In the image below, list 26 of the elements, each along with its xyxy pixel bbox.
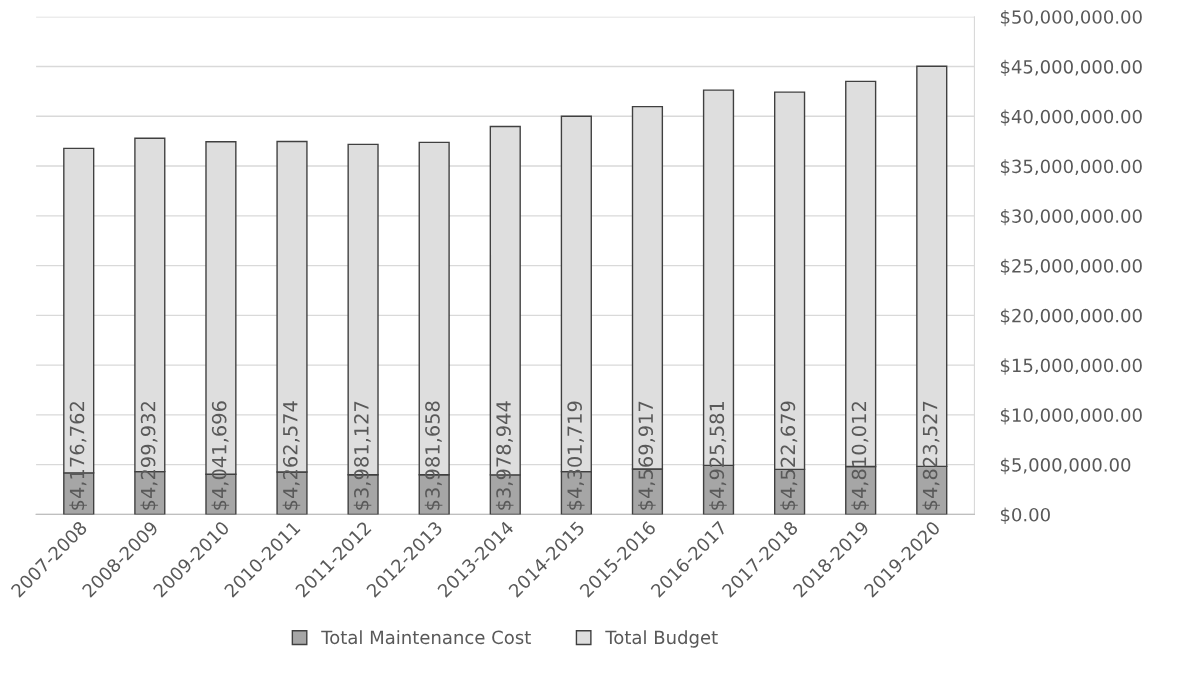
y-tick-label: $20,000,000.00 — [1000, 308, 1142, 325]
data-label: $3,978,944 — [495, 401, 514, 510]
data-label: $4,522,679 — [780, 401, 798, 510]
data-label: $4,301,719 — [566, 401, 585, 510]
y-tick-label: $45,000,000.00 — [1000, 59, 1142, 77]
legend-label: Total Budget — [605, 630, 718, 648]
y-tick-label: $35,000,000.00 — [1000, 159, 1142, 176]
y-tick-label: $15,000,000.00 — [1000, 358, 1142, 375]
legend-label: Total Maintenance Cost — [321, 630, 531, 645]
data-label: $4,262,574 — [282, 401, 301, 510]
data-label: $4,823,527 — [922, 401, 940, 510]
data-label: $4,299,932 — [140, 402, 159, 510]
y-tick-label: $0.00 — [1000, 507, 1050, 524]
data-label: $4,041,696 — [211, 401, 230, 510]
y-tick-label: $40,000,000.00 — [1000, 109, 1142, 126]
y-tick-label: $50,000,000.00 — [1000, 9, 1142, 27]
y-tick-label: $30,000,000.00 — [1000, 208, 1142, 226]
y-tick-label: $10,000,000.00 — [1000, 408, 1142, 425]
data-label: $4,569,917 — [638, 401, 656, 510]
data-label: $3,981,127 — [353, 401, 372, 510]
y-tick-label: $5,000,000.00 — [1000, 457, 1131, 475]
data-label: $4,176,762 — [69, 402, 87, 510]
data-label: $4,810,012 — [851, 402, 869, 510]
data-label: $3,981,658 — [424, 401, 443, 510]
y-tick-label: $25,000,000.00 — [1000, 258, 1142, 276]
data-label: $4,925,581 — [709, 401, 727, 510]
